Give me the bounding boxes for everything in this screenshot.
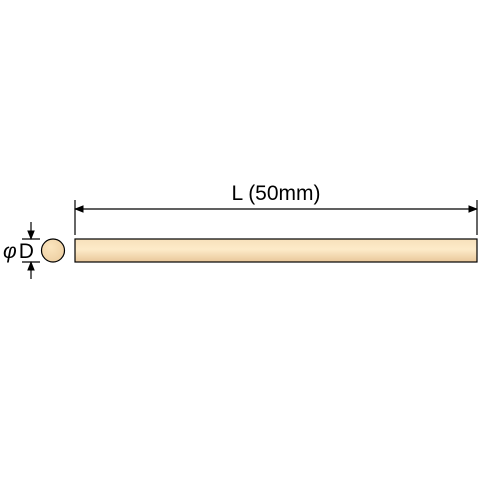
diameter-letter: D — [19, 240, 34, 263]
rod-side-view — [75, 239, 477, 262]
rod-cross-section — [42, 239, 65, 262]
diameter-label: φD — [3, 240, 34, 263]
length-label: L (50mm) — [231, 182, 320, 205]
diagram-svg: L (50mm) φD — [0, 0, 500, 500]
phi-symbol: φ — [3, 240, 17, 263]
diagram-canvas: L (50mm) φD — [0, 0, 500, 500]
